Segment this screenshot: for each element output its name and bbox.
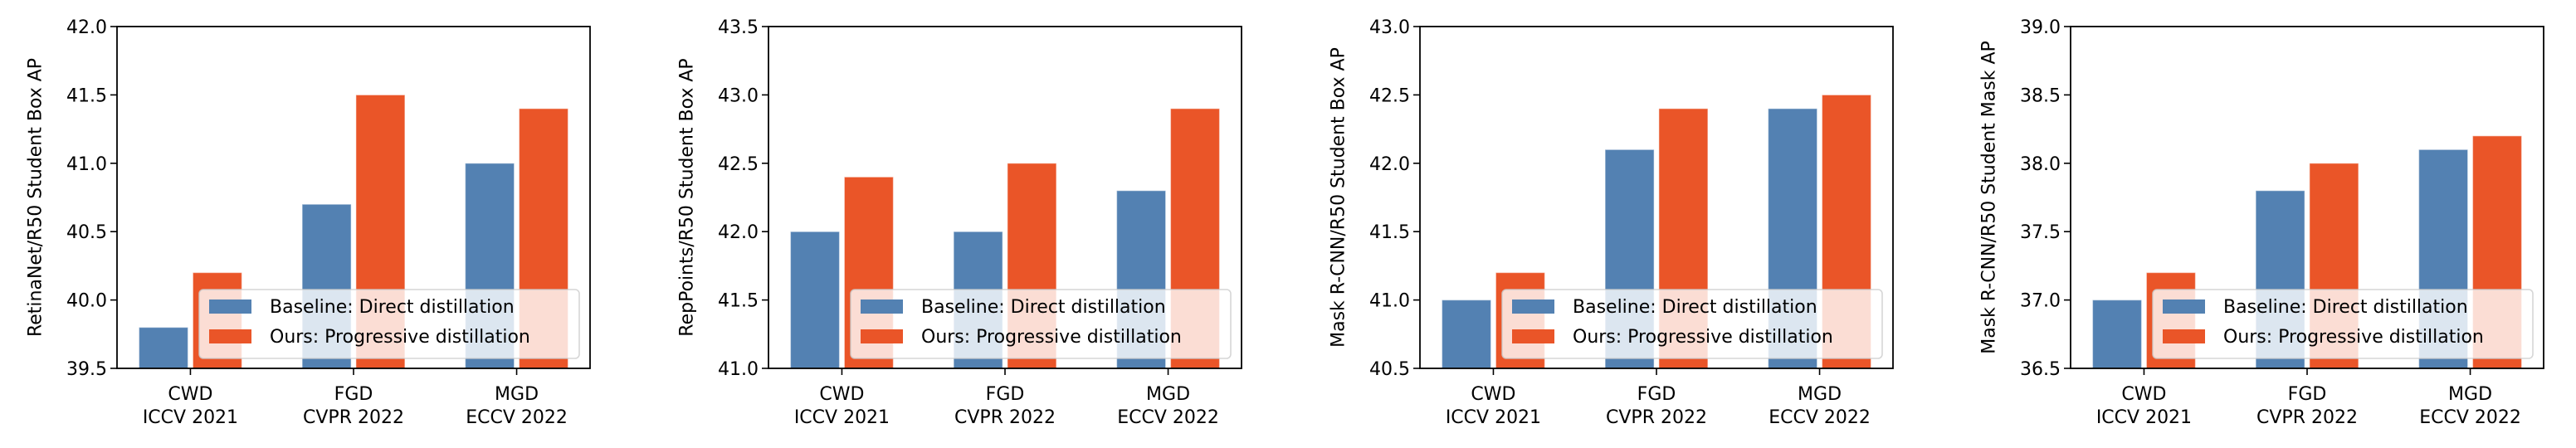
baseline-bar-cwd xyxy=(1441,299,1492,369)
x-tick-label-venue: CVPR 2022 xyxy=(1606,407,1707,428)
legend-swatch-ours xyxy=(2163,329,2205,343)
y-tick-label: 41.0 xyxy=(718,359,759,380)
x-tick-label-venue: ECCV 2022 xyxy=(2419,407,2521,428)
legend-label-baseline: Baseline: Direct distillation xyxy=(1573,297,1817,318)
y-tick-label: 42.0 xyxy=(1369,154,1410,175)
legend-frame xyxy=(198,289,580,359)
y-tick-label: 41.5 xyxy=(66,85,107,106)
y-axis-label: Mask R-CNN/R50 Student Mask AP xyxy=(1979,41,2000,354)
legend-frame xyxy=(850,289,1232,359)
x-tick-label-venue: CVPR 2022 xyxy=(303,407,404,428)
y-tick-label: 42.0 xyxy=(718,222,759,243)
axes-frame xyxy=(2070,26,2544,369)
x-tick-label-method: FGD xyxy=(986,384,1025,405)
legend-swatch-baseline xyxy=(861,299,903,314)
legend-label-ours: Ours: Progressive distillation xyxy=(921,327,1182,348)
x-tick-label-venue: ECCV 2022 xyxy=(466,407,568,428)
legend-swatch-baseline xyxy=(2163,299,2205,314)
x-tick-label-venue: ECCV 2022 xyxy=(1117,407,1219,428)
legend: Baseline: Direct distillation Ours: Progr… xyxy=(198,289,580,359)
x-tick-label-venue: CVPR 2022 xyxy=(954,407,1056,428)
x-tick-label-method: FGD xyxy=(334,384,373,405)
x-tick-label-venue: ICCV 2021 xyxy=(2096,407,2192,428)
legend: Baseline: Direct distillation Ours: Progr… xyxy=(2152,289,2534,359)
y-tick-label: 43.0 xyxy=(718,85,759,106)
legend-swatch-ours xyxy=(209,329,251,343)
y-tick-label: 41.5 xyxy=(1369,222,1410,243)
x-tick-label-venue: ECCV 2022 xyxy=(1769,407,1871,428)
legend-swatch-baseline xyxy=(209,299,251,314)
x-tick-label-method: FGD xyxy=(2288,384,2327,405)
x-tick-label-method: MGD xyxy=(1146,384,1190,405)
legend: Baseline: Direct distillation Ours: Progr… xyxy=(850,289,1232,359)
legend-label-baseline: Baseline: Direct distillation xyxy=(2223,297,2468,318)
y-axis-label: Mask R-CNN/R50 Student Box AP xyxy=(1329,47,1349,348)
y-tick-label: 43.0 xyxy=(1369,17,1410,38)
x-tick-label-method: CWD xyxy=(168,384,212,405)
y-tick-label: 36.5 xyxy=(2020,359,2061,380)
y-tick-label: 41.0 xyxy=(1369,291,1410,312)
y-tick-label: 38.5 xyxy=(2020,85,2061,106)
y-tick-label: 39.5 xyxy=(66,359,107,380)
y-tick-label: 42.5 xyxy=(1369,85,1410,106)
x-tick-label-method: FGD xyxy=(1637,384,1676,405)
x-tick-label-venue: ICCV 2021 xyxy=(143,407,238,428)
axes-frame xyxy=(1419,26,1894,369)
x-tick-label-method: CWD xyxy=(2121,384,2166,405)
y-tick-label: 41.0 xyxy=(66,154,107,175)
x-tick-label-method: MGD xyxy=(495,384,539,405)
legend-frame xyxy=(1501,289,1883,359)
y-axis-label: RepPoints/R50 Student Box AP xyxy=(677,58,698,336)
legend-label-ours: Ours: Progressive distillation xyxy=(1573,327,1833,348)
x-tick-label-venue: ICCV 2021 xyxy=(1446,407,1541,428)
legend-label-ours: Ours: Progressive distillation xyxy=(2223,327,2484,348)
y-tick-label: 40.5 xyxy=(66,222,107,243)
x-tick-label-venue: ICCV 2021 xyxy=(794,407,890,428)
y-tick-label: 37.5 xyxy=(2020,222,2061,243)
y-axis-label: RetinaNet/R50 Student Box AP xyxy=(26,58,46,337)
y-tick-label: 38.0 xyxy=(2020,154,2061,175)
y-tick-label: 40.5 xyxy=(1369,359,1410,380)
axes-frame xyxy=(116,26,591,369)
y-tick-label: 39.0 xyxy=(2020,17,2061,38)
y-tick-label: 42.0 xyxy=(66,17,107,38)
y-tick-label: 42.5 xyxy=(718,154,759,175)
axes-frame xyxy=(768,26,1242,369)
baseline-bar-cwd xyxy=(138,327,189,369)
x-tick-label-method: MGD xyxy=(2448,384,2492,405)
y-tick-label: 40.0 xyxy=(66,291,107,312)
x-tick-label-method: MGD xyxy=(1798,384,1842,405)
baseline-bar-cwd xyxy=(789,231,841,369)
y-tick-label: 41.5 xyxy=(718,291,759,312)
baseline-bar-cwd xyxy=(2091,299,2143,369)
x-tick-label-venue: CVPR 2022 xyxy=(2256,407,2358,428)
legend-swatch-baseline xyxy=(1512,299,1554,314)
legend-label-ours: Ours: Progressive distillation xyxy=(270,327,530,348)
legend-label-baseline: Baseline: Direct distillation xyxy=(921,297,1166,318)
y-tick-label: 43.5 xyxy=(718,17,759,38)
legend-swatch-ours xyxy=(861,329,903,343)
legend: Baseline: Direct distillation Ours: Progr… xyxy=(1501,289,1883,359)
x-tick-label-method: CWD xyxy=(819,384,864,405)
legend-swatch-ours xyxy=(1512,329,1554,343)
x-tick-label-method: CWD xyxy=(1471,384,1515,405)
legend-label-baseline: Baseline: Direct distillation xyxy=(270,297,515,318)
legend-frame xyxy=(2152,289,2534,359)
y-tick-label: 37.0 xyxy=(2020,291,2061,312)
